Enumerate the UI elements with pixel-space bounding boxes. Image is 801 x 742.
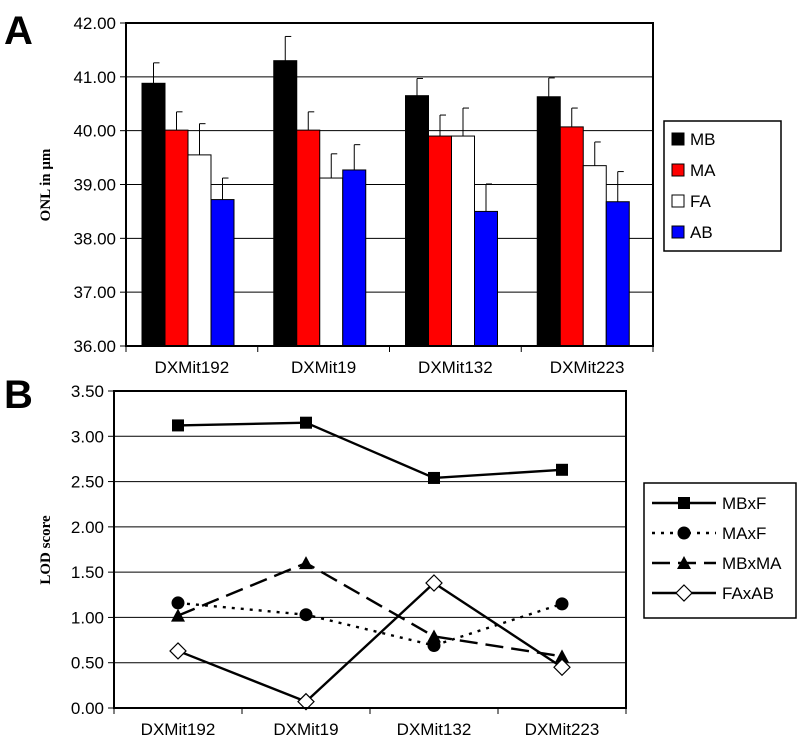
legend-box bbox=[643, 482, 797, 619]
x-category-label: DXMit19 bbox=[291, 358, 356, 377]
bar-ab bbox=[474, 210, 498, 347]
y-tick-label: 41.00 bbox=[73, 68, 116, 87]
marker-triangle bbox=[299, 556, 313, 570]
legend-label: MB bbox=[690, 130, 716, 149]
x-category-label: DXMit223 bbox=[525, 720, 600, 739]
plot-frame bbox=[113, 390, 627, 709]
bar-mb bbox=[141, 82, 166, 347]
marker-diamond bbox=[297, 692, 315, 711]
legend-swatch bbox=[671, 163, 685, 177]
marker-diamond bbox=[425, 574, 443, 592]
y-tick-label: 40.00 bbox=[73, 122, 116, 141]
series-line bbox=[177, 421, 563, 480]
bar-fa bbox=[187, 154, 212, 347]
plot-area bbox=[114, 391, 626, 708]
x-category-label: DXMit19 bbox=[273, 720, 338, 739]
legend-label: MBxF bbox=[722, 494, 766, 513]
bar-fa bbox=[319, 177, 344, 347]
marker-square bbox=[300, 416, 312, 429]
bar-mb bbox=[536, 96, 561, 347]
marker-circle bbox=[555, 597, 569, 611]
series-mbxma bbox=[171, 556, 569, 663]
legend-label: MA bbox=[690, 161, 716, 180]
marker-triangle bbox=[171, 608, 185, 622]
bar-ma bbox=[296, 129, 321, 347]
bar-ab bbox=[605, 201, 630, 347]
y-tick-label: 2.50 bbox=[71, 473, 104, 492]
marker-diamond bbox=[169, 642, 187, 660]
legend-label: MAxF bbox=[722, 524, 766, 543]
x-category-label: DXMit132 bbox=[397, 720, 472, 739]
marker-triangle bbox=[555, 649, 569, 663]
y-tick-label: 3.50 bbox=[71, 382, 104, 401]
bar-mb bbox=[273, 60, 298, 347]
bar-ab bbox=[210, 199, 235, 347]
bar-chart-panel: 36.00 37.00 38.00 39.00 40.00 41.00 42.00 DXMit… bbox=[38, 14, 782, 377]
x-category-label: DXMit192 bbox=[141, 720, 216, 739]
legend-swatch bbox=[671, 132, 685, 146]
bar-fa bbox=[451, 135, 475, 347]
bar-ma bbox=[164, 129, 189, 347]
series-line bbox=[177, 561, 563, 658]
bar-ma bbox=[428, 135, 452, 347]
legend-swatch bbox=[671, 194, 685, 208]
marker-square bbox=[172, 419, 184, 432]
line-chart-panel: 0.00 0.50 1.00 1.50 2.00 2.50 3.00 3.50 DXMit192… bbox=[38, 382, 797, 739]
series-line bbox=[177, 581, 563, 704]
bar-ma bbox=[559, 126, 584, 347]
series-faxab bbox=[169, 574, 571, 711]
y-axis-label: ONL in μm bbox=[38, 148, 54, 221]
legend: MBxF MAxF MBxMA FAxAB bbox=[643, 482, 797, 619]
bar-ab bbox=[342, 169, 367, 347]
legend-swatch bbox=[671, 225, 685, 239]
marker-diamond bbox=[553, 658, 571, 677]
panel-b-letter: B bbox=[4, 373, 33, 417]
y-tick-label: 39.00 bbox=[73, 176, 116, 195]
marker-diamond bbox=[675, 584, 693, 602]
y-axis-label: LOD score bbox=[38, 515, 54, 585]
legend: MB MA FA AB bbox=[663, 120, 782, 252]
y-tick-label: 1.00 bbox=[71, 608, 104, 627]
bar-mb bbox=[405, 95, 429, 347]
y-tick-label: 37.00 bbox=[73, 283, 116, 302]
legend-label: FAxAB bbox=[722, 584, 774, 603]
marker-square bbox=[678, 497, 690, 509]
legend-label: AB bbox=[690, 223, 713, 242]
marker-square bbox=[428, 471, 440, 484]
series-maxf bbox=[171, 596, 569, 653]
marker-triangle bbox=[677, 556, 691, 569]
legend-label: FA bbox=[690, 192, 711, 211]
x-category-label: DXMit132 bbox=[418, 358, 493, 377]
marker-square bbox=[556, 463, 568, 476]
y-tick-label: 0.50 bbox=[71, 654, 104, 673]
series-line bbox=[177, 601, 563, 647]
marker-circle bbox=[171, 596, 185, 610]
x-category-label: DXMit223 bbox=[550, 358, 625, 377]
series-mbxf bbox=[172, 416, 568, 484]
y-tick-label: 2.00 bbox=[71, 518, 104, 537]
x-category-label: DXMit192 bbox=[155, 358, 230, 377]
panel-a-letter: A bbox=[4, 9, 33, 53]
legend-label: MBxMA bbox=[722, 554, 782, 573]
marker-circle bbox=[299, 608, 313, 622]
marker-triangle bbox=[427, 629, 441, 643]
y-tick-label: 42.00 bbox=[73, 14, 116, 33]
y-tick-label: 38.00 bbox=[73, 229, 116, 248]
bar-fa bbox=[582, 165, 607, 347]
y-tick-label: 0.00 bbox=[71, 699, 104, 718]
y-tick-label: 3.00 bbox=[71, 427, 104, 446]
plot-frame bbox=[125, 22, 654, 347]
y-tick-label: 36.00 bbox=[73, 337, 116, 356]
y-tick-label: 1.50 bbox=[71, 563, 104, 582]
marker-circle bbox=[677, 526, 691, 540]
